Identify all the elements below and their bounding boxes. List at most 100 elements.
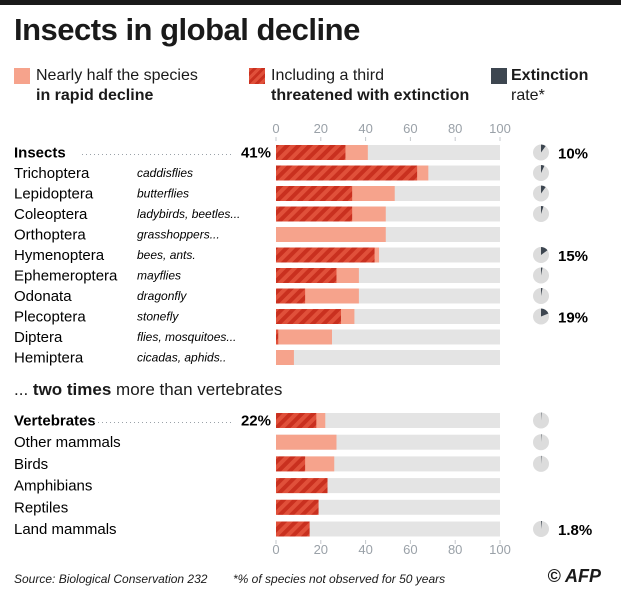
legend-decline-line2: in rapid decline [36, 87, 154, 104]
source-note: Source: Biological Conservation 232 [14, 572, 208, 586]
row-label: Lepidoptera [14, 186, 94, 203]
bar-threatened [276, 145, 346, 160]
row-label: Insects [14, 145, 66, 162]
extinction-pie-slice [541, 412, 542, 421]
x-tick-label: 0 [272, 121, 279, 136]
extinction-label: 10% [558, 146, 588, 163]
legend-decline-line1: Nearly half the species [36, 67, 198, 84]
top-rule [0, 0, 621, 5]
row-label: Coleoptera [14, 206, 88, 223]
bar-threatened [276, 499, 319, 515]
row-sublabel: caddisflies [137, 166, 193, 180]
extinction-pie-slice [541, 455, 542, 464]
row-label: Diptera [14, 329, 63, 346]
bar-threatened [276, 206, 353, 222]
legend-decline: Nearly half the species in rapid decline [36, 66, 198, 106]
bar-threatened [276, 413, 317, 428]
legend-extinction-line1: Extinction [511, 67, 589, 84]
x-tick-label: 100 [489, 542, 511, 557]
extinction-pie-slice [541, 434, 542, 443]
comparison-note-post: more than vertebrates [111, 380, 283, 399]
bar-track [276, 478, 500, 494]
bar-threatened [276, 456, 306, 472]
bar-threatened [276, 521, 310, 537]
bar-threatened [276, 247, 375, 263]
row-sublabel: mayflies [137, 269, 181, 283]
row-sublabel: grasshoppers... [137, 228, 220, 242]
row-label: Amphibians [14, 478, 92, 495]
bar-decline [276, 434, 337, 450]
row-label: Other mammals [14, 434, 121, 451]
bar-threatened [276, 186, 353, 201]
row-label: Vertebrates [14, 413, 96, 430]
comparison-note-pre: ... [14, 380, 33, 399]
row-label: Orthoptera [14, 227, 86, 244]
bar-track [276, 413, 500, 428]
row-label: Birds [14, 456, 48, 473]
extinction-pie-slice [541, 185, 546, 194]
comparison-note-bold: two times [32, 380, 112, 399]
row-sublabel: stonefly [137, 310, 179, 324]
legend-threatened-line2: threatened with extinction [271, 87, 470, 104]
row-sublabel: dragonfly [137, 289, 187, 303]
row-label: Hymenoptera [14, 247, 105, 264]
extinction-label: 19% [558, 310, 588, 327]
x-tick-label: 20 [314, 542, 328, 557]
x-tick-label: 80 [448, 121, 462, 136]
bar-decline [276, 350, 294, 365]
row-label: Plecoptera [14, 309, 86, 326]
row-sublabel: bees, ants. [137, 248, 196, 262]
row-label: Ephemeroptera [14, 268, 118, 285]
bar-track [276, 350, 500, 365]
legend-swatch-decline [14, 68, 30, 84]
x-tick-label: 20 [314, 121, 328, 136]
extinction-pie-slice [541, 288, 543, 296]
bar-threatened [276, 165, 418, 181]
extinction-pie-slice [541, 267, 543, 276]
x-tick-label: 40 [358, 542, 372, 557]
x-tick-label: 0 [272, 542, 279, 557]
bar-threatened [276, 268, 337, 283]
bar-decline [276, 329, 332, 345]
legend-threatened-line1: Including a third [271, 67, 384, 84]
x-tick-label: 40 [358, 121, 372, 136]
bar-threatened [276, 329, 279, 345]
summary-percent: 41% [241, 145, 271, 162]
x-tick-label: 60 [403, 542, 417, 557]
legend-swatch-extinction [491, 68, 507, 84]
bar-track [276, 521, 500, 537]
row-label: Odonata [14, 288, 72, 305]
bar-track [276, 499, 500, 515]
row-label: Hemiptera [14, 350, 84, 367]
extinction-pie-slice [541, 308, 549, 317]
bar-threatened [276, 478, 328, 494]
footnote: *% of species not observed for 50 years [233, 572, 446, 586]
row-label: Reptiles [14, 499, 68, 516]
bar-threatened [276, 309, 341, 324]
extinction-pie-slice [541, 521, 542, 529]
extinction-pie-slice [541, 165, 545, 173]
row-sublabel: cicadas, aphids.. [137, 351, 226, 365]
legend-extinction-line2: rate* [511, 87, 545, 104]
extinction-pie-slice [541, 144, 546, 153]
x-tick-label: 60 [403, 121, 417, 136]
row-label: Land mammals [14, 521, 117, 538]
row-label: Trichoptera [14, 165, 90, 182]
legend-threatened: Including a third threatened with extinc… [271, 66, 469, 106]
comparison-note: ... two times more than vertebrates [14, 380, 282, 400]
row-sublabel: butterflies [137, 187, 189, 201]
extinction-pie-slice [541, 206, 544, 214]
extinction-pie-slice [541, 247, 548, 255]
afp-credit: © AFP [547, 566, 601, 586]
bar-decline [276, 227, 386, 242]
legend-extinction: Extinction rate* [511, 66, 588, 106]
summary-percent: 22% [241, 413, 271, 430]
chart-title: Insects in global decline [14, 12, 360, 47]
x-tick-label: 100 [489, 121, 511, 136]
bar-threatened [276, 288, 306, 304]
extinction-label: 15% [558, 248, 588, 265]
row-sublabel: flies, mosquitoes... [137, 330, 236, 344]
x-tick-label: 80 [448, 542, 462, 557]
row-sublabel: ladybirds, beetles... [137, 207, 240, 221]
